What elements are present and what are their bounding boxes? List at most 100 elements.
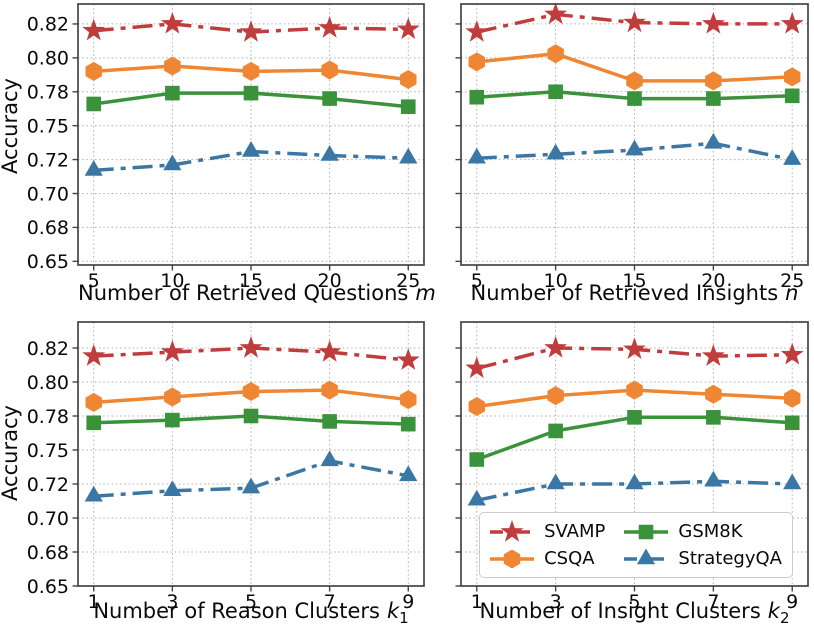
x-tick-label: 1 <box>88 591 100 613</box>
subplot-2: 5 10 15 20 25 <box>455 2 809 292</box>
legend-sample-svamp <box>490 519 535 542</box>
hexagon-marker-csqa <box>705 384 722 404</box>
xlabel-text: Number of Reason Clusters <box>93 599 380 623</box>
x-tick-label: 1 <box>471 591 483 613</box>
hexagon-marker-csqa <box>784 67 801 87</box>
y-tick-label: 0.72 <box>27 474 69 496</box>
triangle-marker-strategyqa <box>704 470 723 487</box>
legend-entry-svamp: SVAMP <box>489 518 605 545</box>
star-marker-svamp <box>82 344 106 366</box>
star-marker-svamp <box>544 335 568 358</box>
legend-marker-svamp <box>500 519 524 542</box>
triangle-marker-strategyqa <box>704 132 723 149</box>
square-marker-gsm8k <box>243 408 259 424</box>
y-tick-label: 0.65 <box>27 251 69 273</box>
xlabel-retrieved-insights: Number of Retrieved Insights n <box>461 281 808 309</box>
triangle-marker-strategyqa <box>399 465 418 482</box>
hexagon-marker-csqa <box>242 382 260 401</box>
triangle-marker-strategyqa <box>467 147 486 164</box>
square-marker-gsm8k <box>165 412 180 428</box>
legend-label-strategyqa: StrategyQA <box>678 548 782 569</box>
square-marker-gsm8k <box>784 415 800 431</box>
star-marker-svamp <box>239 20 263 42</box>
xlabel-subscript: 1 <box>399 609 409 628</box>
square-marker-gsm8k <box>627 410 642 425</box>
x-tick-label: 5 <box>88 270 100 292</box>
y-tick-label: 0.72 <box>27 149 69 171</box>
star-marker-svamp <box>623 337 646 360</box>
star-marker-svamp <box>239 335 263 358</box>
hexagon-marker-csqa <box>164 56 181 76</box>
star-marker-svamp <box>780 11 804 34</box>
legend-entry-gsm8k: GSM8K <box>623 518 782 545</box>
legend-marker-csqa <box>503 549 521 568</box>
square-marker-gsm8k <box>627 91 642 106</box>
star-marker-svamp <box>780 342 804 365</box>
star-marker-svamp <box>160 11 184 34</box>
xlabel-text: Number of Insight Clusters <box>479 599 761 623</box>
square-marker-gsm8k <box>243 85 259 101</box>
legend-marker-gsm8k <box>639 524 654 539</box>
legend-sample-csqa <box>490 549 535 568</box>
triangle-marker-strategyqa <box>84 485 103 502</box>
triangle-marker-strategyqa <box>399 147 418 164</box>
triangle-marker-strategyqa <box>625 473 644 490</box>
triangle-marker-strategyqa <box>625 139 644 156</box>
hexagon-marker-csqa <box>705 71 722 91</box>
x-tick-label: 25 <box>396 270 420 292</box>
x-tick-label: 10 <box>544 270 568 292</box>
triangle-marker-strategyqa <box>241 477 261 494</box>
square-marker-gsm8k <box>86 96 102 112</box>
y-tick-label: 0.78 <box>27 82 69 104</box>
xlabel-reason-clusters: Number of Reason Clusters k1 <box>78 599 424 627</box>
x-tick-label: 9 <box>402 591 414 613</box>
triangle-marker-strategyqa <box>783 149 802 165</box>
y-tick-label: 0.80 <box>27 48 69 70</box>
x-tick-label: 15 <box>622 270 646 292</box>
x-tick-label: 5 <box>628 591 640 613</box>
triangle-marker-strategyqa <box>546 143 565 160</box>
x-tick-label: 20 <box>701 270 725 292</box>
x-tick-label: 3 <box>550 591 562 613</box>
y-tick-label: 0.80 <box>27 372 69 394</box>
legend: SVAMP CSQA GSM8K StrategyQA <box>479 512 793 578</box>
xlabel-insight-clusters: Number of Insight Clusters k2 <box>461 599 808 627</box>
star-marker-svamp <box>465 20 489 42</box>
square-marker-gsm8k <box>322 91 337 106</box>
xlabel-variable: n <box>785 281 799 305</box>
star-marker-svamp <box>396 17 420 40</box>
star-marker-svamp <box>701 11 725 34</box>
square-marker-gsm8k <box>400 416 416 432</box>
triangle-marker-strategyqa <box>546 473 565 490</box>
xlabel-variable: m <box>415 281 436 305</box>
hexagon-marker-csqa <box>242 61 260 81</box>
hexagon-marker-csqa <box>468 396 485 416</box>
axes-spines <box>77 321 425 587</box>
hexagon-marker-csqa <box>85 392 102 412</box>
hexagon-marker-csqa <box>85 61 102 81</box>
triangle-marker-strategyqa <box>163 154 182 171</box>
subplot-3: 1 3 5 7 9 0.65 0.68 0.70 0.72 0.75 0.78 0.80 0.82 <box>27 321 425 613</box>
legend-sample-gsm8k <box>624 524 669 539</box>
x-tick-label: 5 <box>471 270 483 292</box>
x-tick-label: 3 <box>166 591 178 613</box>
square-marker-gsm8k <box>86 415 102 431</box>
y-tick-label: 0.68 <box>27 217 69 239</box>
legend-label-gsm8k: GSM8K <box>678 521 743 542</box>
legend-entry-csqa: CSQA <box>489 545 605 572</box>
legend-entry-strategyqa: StrategyQA <box>623 545 782 572</box>
xlabel-text: Number of Retrieved Questions <box>78 281 409 305</box>
y-tick-label: 0.70 <box>27 508 69 530</box>
square-marker-gsm8k <box>548 423 563 439</box>
hexagon-marker-csqa <box>321 380 338 400</box>
x-tick-label: 10 <box>160 270 184 292</box>
y-tick-label: 0.68 <box>27 542 69 564</box>
x-tick-label: 9 <box>786 591 798 613</box>
xlabel-variable: k <box>386 599 400 623</box>
hexagon-marker-csqa <box>626 71 643 91</box>
hexagon-marker-csqa <box>547 44 564 64</box>
triangle-marker-strategyqa <box>320 450 339 467</box>
xlabel-retrieved-questions: Number of Retrieved Questions m <box>78 281 436 309</box>
star-marker-svamp <box>465 356 489 379</box>
